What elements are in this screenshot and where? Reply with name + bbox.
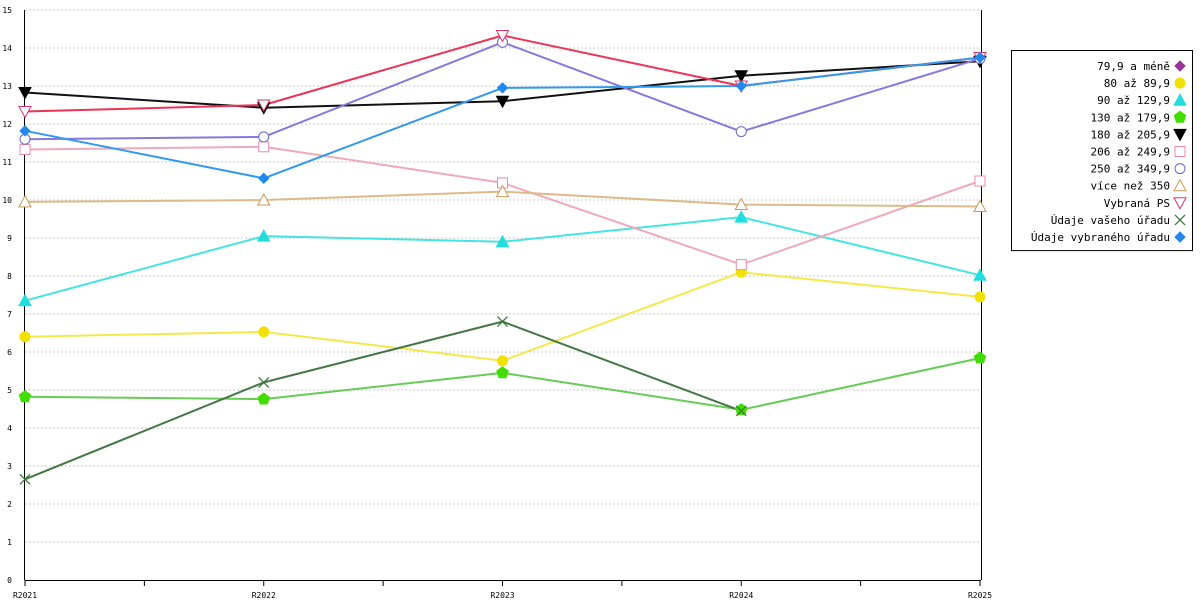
data-point (256, 229, 271, 242)
x-tick-label: R2021 (13, 591, 37, 600)
data-point (258, 131, 270, 143)
data-point (974, 51, 986, 64)
data-point (973, 199, 987, 212)
data-point (18, 390, 32, 403)
legend-label: 90 až 129,9 (1097, 94, 1170, 107)
data-point (735, 259, 747, 271)
data-point (735, 126, 747, 138)
y-tick-label: 13 (2, 82, 12, 91)
data-point (734, 70, 749, 83)
data-point (973, 268, 987, 281)
legend-marker (1173, 128, 1187, 142)
legend-marker (1173, 178, 1187, 192)
data-point (734, 197, 749, 211)
legend-box (1011, 50, 1193, 252)
data-point (495, 184, 510, 198)
legend-label: více než 350 (1091, 180, 1170, 193)
legend-label: Údaje vybraného úřadu (1031, 231, 1170, 244)
y-tick-label: 11 (2, 158, 12, 167)
y-tick-label: 8 (7, 272, 12, 281)
legend-marker (1174, 214, 1186, 226)
y-tick-label: 12 (2, 120, 12, 129)
legend: 79,9 a méně 80 až 89,9 90 až 129,9 130 až 1… (1011, 50, 1193, 252)
legend-marker (1174, 77, 1186, 89)
y-tick-label: 3 (7, 462, 12, 471)
data-point (258, 376, 270, 388)
data-point (19, 331, 31, 343)
x-tick-label: R2024 (729, 591, 753, 600)
legend-label: 250 až 349,9 (1091, 163, 1170, 176)
data-point (256, 99, 271, 113)
data-point (495, 29, 510, 43)
data-point (18, 194, 32, 208)
series-line (24, 271, 981, 362)
y-tick-label: 2 (7, 500, 12, 509)
data-point (974, 291, 986, 303)
x-tick-label: R2023 (490, 591, 514, 600)
series-markers (18, 29, 987, 485)
y-tick-label: 7 (7, 310, 12, 319)
legend-marker (1173, 197, 1187, 210)
data-point (496, 366, 509, 379)
x-tick-label: R2025 (968, 591, 992, 600)
y-tick-label: 0 (7, 576, 12, 585)
data-point (257, 392, 271, 405)
y-tick-label: 14 (2, 44, 12, 53)
series-line (24, 320, 742, 481)
data-point (495, 95, 510, 109)
y-tick-label: 4 (7, 424, 12, 433)
y-tick-label: 6 (7, 348, 12, 357)
data-point (974, 175, 986, 187)
data-point (496, 82, 509, 94)
data-point (734, 403, 748, 416)
legend-label: 79,9 a méně (1097, 60, 1170, 73)
series-line (24, 56, 981, 180)
series-line (24, 216, 981, 302)
legend-label: Vybraná PS (1104, 197, 1170, 210)
legend-marker (1174, 146, 1186, 157)
data-point (734, 210, 749, 223)
data-point (497, 316, 508, 328)
data-point (19, 473, 31, 485)
legend-marker (1174, 60, 1186, 72)
y-tick-label: 1 (7, 538, 12, 547)
legend-marker (1173, 93, 1187, 106)
data-point (19, 143, 31, 155)
legend-label: 130 až 179,9 (1091, 111, 1170, 124)
data-point (258, 326, 270, 338)
legend-label: Údaje vašeho úřadu (1051, 214, 1170, 227)
data-point (735, 405, 747, 417)
y-tick-label: 15 (2, 6, 12, 15)
legend-label: 180 až 205,9 (1091, 128, 1170, 141)
x-tick-label: R2022 (252, 591, 276, 600)
y-tick-label: 5 (7, 386, 12, 395)
data-point (258, 141, 270, 153)
legend-marker (1174, 163, 1186, 175)
data-point (18, 293, 32, 307)
data-point (735, 80, 747, 92)
legend-label: 206 až 249,9 (1091, 146, 1170, 159)
data-point (256, 192, 271, 206)
legend-label: 80 až 89,9 (1104, 77, 1170, 90)
y-tick-label: 9 (7, 234, 12, 243)
data-point (497, 355, 508, 367)
legend-marker (1173, 110, 1187, 123)
y-tick-label: 10 (2, 196, 12, 205)
data-point (18, 105, 32, 119)
data-point (258, 172, 270, 185)
data-point (18, 86, 32, 100)
data-point (973, 351, 987, 364)
data-point (19, 125, 31, 137)
legend-marker (1174, 231, 1186, 243)
data-point (495, 234, 510, 248)
